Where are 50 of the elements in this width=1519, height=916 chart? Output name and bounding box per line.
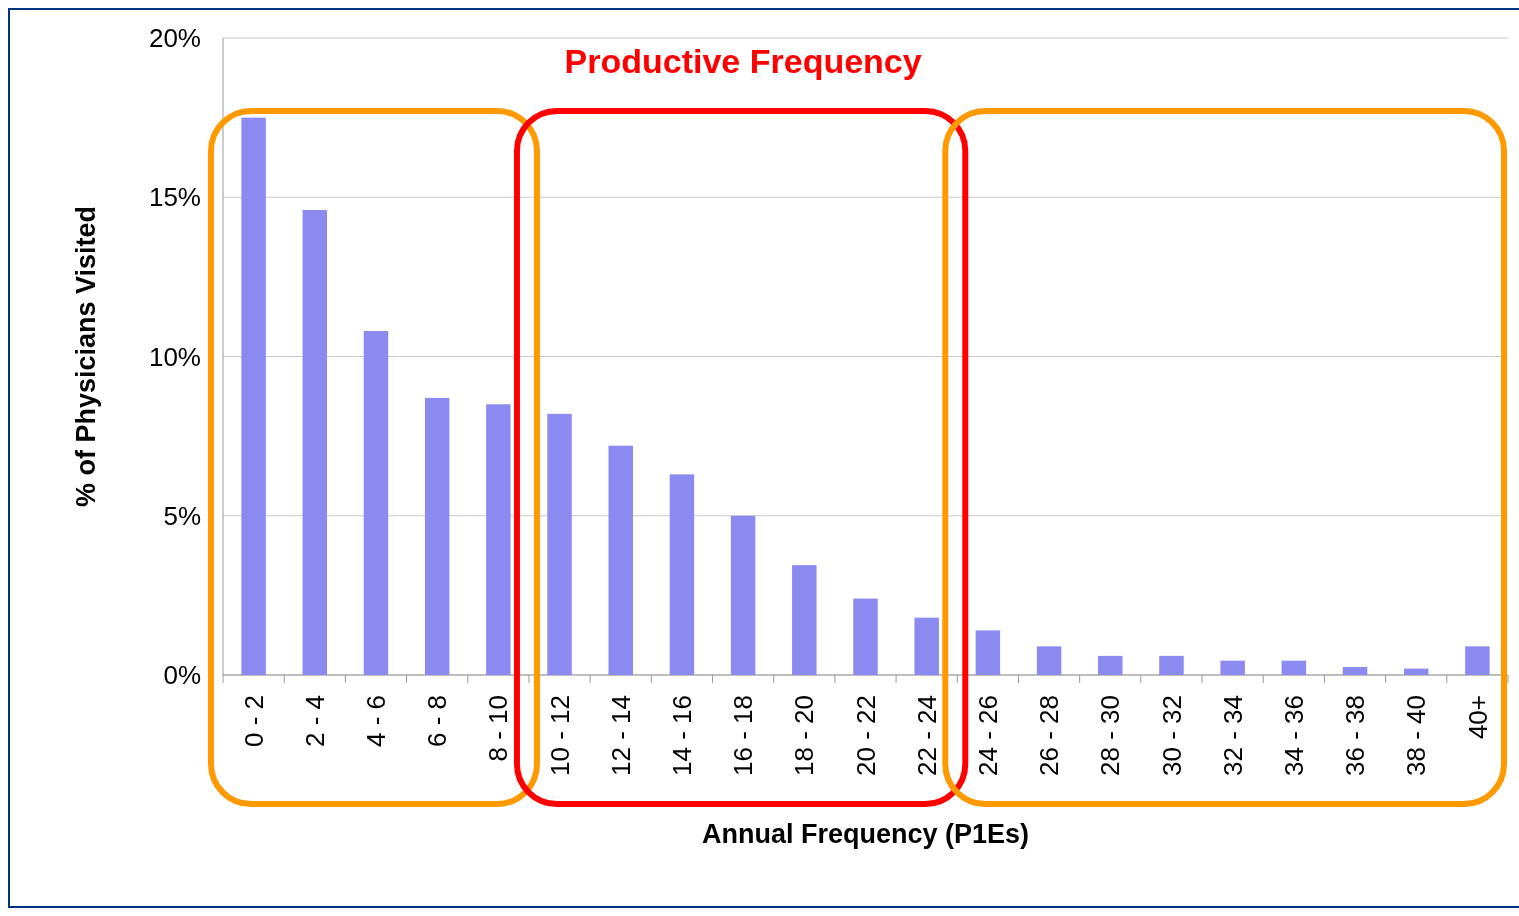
- bar: [914, 617, 939, 675]
- x-tick-label: 4 - 6: [361, 695, 392, 748]
- bar: [792, 565, 817, 675]
- x-tick-label: 22 - 24: [911, 695, 942, 776]
- y-tick-label: 5%: [163, 500, 201, 531]
- bar: [730, 515, 756, 675]
- bar: [1036, 646, 1062, 675]
- x-tick-label: 26 - 28: [1034, 695, 1065, 776]
- x-tick-label: 18 - 20: [789, 695, 820, 776]
- bar: [853, 598, 878, 675]
- y-tick-label: 15%: [148, 182, 201, 213]
- x-tick-label: 10 - 12: [544, 695, 575, 776]
- bar: [1281, 660, 1307, 675]
- bar: [1465, 646, 1490, 675]
- y-axis-title: % of Physicians Visited: [71, 205, 101, 508]
- x-tick-label: 6 - 8: [422, 695, 453, 748]
- x-tick-label: 2 - 4: [299, 695, 330, 748]
- x-tick-label: 36 - 38: [1340, 695, 1371, 776]
- bar: [363, 331, 389, 675]
- bar: [1220, 660, 1245, 675]
- bar: [241, 117, 266, 675]
- y-tick-label: 20%: [148, 23, 201, 54]
- x-axis-title: Annual Frequency (P1Es): [701, 819, 1030, 849]
- x-tick-label: 30 - 32: [1156, 695, 1187, 776]
- bar: [975, 630, 1001, 675]
- y-tick-label: 10%: [148, 341, 201, 372]
- x-tick-label: 28 - 30: [1095, 695, 1126, 776]
- annotation: Productive Frequency: [564, 42, 922, 80]
- bar: [424, 397, 450, 675]
- x-tick-label: 20 - 22: [850, 695, 881, 776]
- x-tick-label: 14 - 16: [667, 695, 698, 776]
- bar: [1159, 655, 1184, 675]
- bar: [1098, 655, 1123, 675]
- x-tick-label: 0 - 2: [238, 695, 269, 748]
- bar: [1403, 668, 1429, 675]
- bar: [669, 474, 695, 675]
- x-tick-label: 16 - 18: [728, 695, 759, 776]
- x-tick-label: 32 - 34: [1217, 695, 1248, 776]
- x-tick-label: 12 - 14: [605, 695, 636, 776]
- x-tick-label: 8 - 10: [483, 695, 514, 762]
- x-tick-label: 34 - 36: [1278, 695, 1309, 776]
- bar: [547, 413, 572, 675]
- y-tick-label: 0%: [163, 660, 201, 691]
- bar: [1342, 667, 1368, 675]
- x-tick-label: 24 - 26: [972, 695, 1003, 776]
- bar: [302, 209, 328, 675]
- x-tick-label: 40+: [1462, 695, 1493, 740]
- bar: [486, 404, 511, 675]
- bar: [608, 445, 633, 675]
- x-tick-label: 38 - 40: [1401, 695, 1432, 776]
